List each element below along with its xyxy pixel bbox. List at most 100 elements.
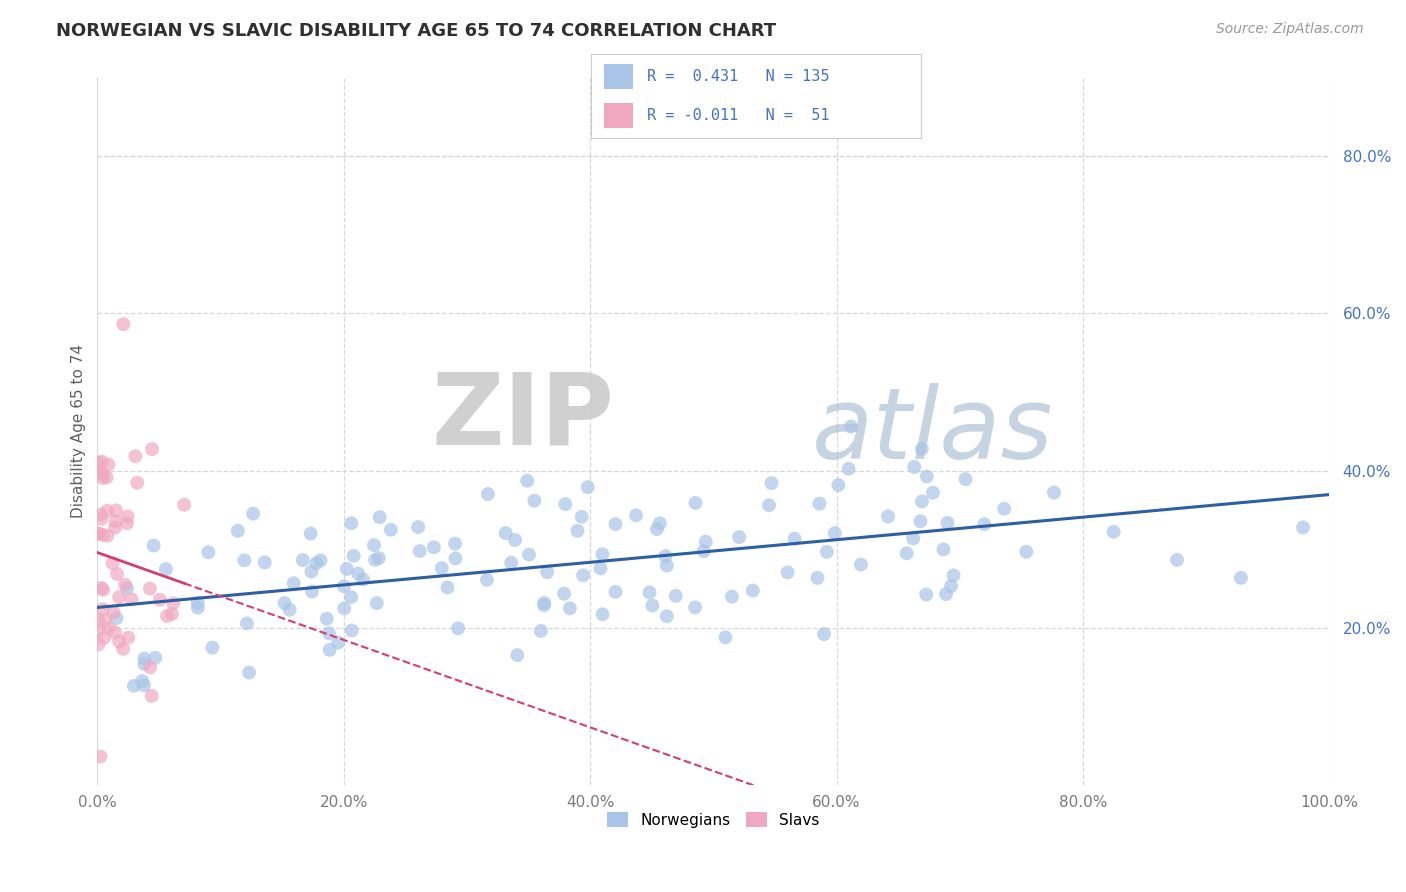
Point — [115, 516, 138, 531]
Point — [695, 534, 717, 549]
Point — [911, 442, 934, 456]
Point — [89, 749, 111, 764]
Point — [741, 583, 763, 598]
Point — [553, 587, 575, 601]
Point — [342, 549, 364, 563]
Point — [939, 579, 962, 593]
Point — [333, 601, 356, 615]
Point — [273, 596, 295, 610]
Point — [87, 613, 110, 627]
Point — [838, 462, 860, 476]
Point — [806, 571, 828, 585]
Point — [877, 509, 900, 524]
Point — [305, 556, 328, 570]
Text: R =  0.431   N = 135: R = 0.431 N = 135 — [647, 69, 830, 84]
Point — [105, 503, 128, 517]
Point — [368, 510, 391, 524]
Point — [896, 546, 918, 560]
Point — [318, 626, 340, 640]
Point — [90, 512, 112, 526]
Point — [96, 470, 118, 484]
Point — [380, 523, 402, 537]
Point — [299, 565, 322, 579]
Point — [242, 507, 264, 521]
Point — [536, 565, 558, 579]
Point — [91, 467, 114, 481]
Point — [903, 460, 925, 475]
Point — [554, 497, 576, 511]
Point — [108, 634, 131, 648]
Point — [430, 561, 453, 575]
Point — [236, 616, 259, 631]
Point — [87, 526, 110, 541]
Point — [142, 539, 165, 553]
Point — [815, 545, 838, 559]
Point — [104, 515, 127, 529]
Y-axis label: Disability Age 65 to 74: Disability Age 65 to 74 — [72, 344, 86, 518]
Point — [571, 509, 593, 524]
Point — [1015, 545, 1038, 559]
Point — [922, 485, 945, 500]
Text: NORWEGIAN VS SLAVIC DISABILITY AGE 65 TO 74 CORRELATION CHART: NORWEGIAN VS SLAVIC DISABILITY AGE 65 TO… — [56, 22, 776, 40]
Point — [127, 475, 149, 490]
Point — [91, 602, 114, 616]
Legend: Norwegians, Slavs: Norwegians, Slavs — [600, 806, 825, 834]
Point — [665, 589, 688, 603]
Text: Source: ZipAtlas.com: Source: ZipAtlas.com — [1216, 22, 1364, 37]
Point — [117, 509, 139, 524]
Point — [328, 635, 350, 649]
Text: R = -0.011   N =  51: R = -0.011 N = 51 — [647, 108, 830, 123]
Point — [97, 621, 120, 635]
Point — [654, 549, 676, 563]
Point — [475, 573, 498, 587]
Point — [156, 609, 179, 624]
Point — [94, 613, 117, 627]
Point — [299, 526, 322, 541]
Point — [233, 553, 256, 567]
Point — [96, 504, 118, 518]
Point — [655, 558, 678, 573]
Point — [911, 494, 934, 508]
Point — [87, 456, 110, 470]
Point — [187, 596, 209, 610]
Text: ZIP: ZIP — [432, 368, 614, 466]
Point — [776, 566, 799, 580]
Point — [824, 526, 846, 541]
Point — [318, 642, 340, 657]
Point — [605, 585, 627, 599]
Point — [162, 596, 184, 610]
Point — [444, 536, 467, 550]
Point — [96, 529, 118, 543]
Point — [124, 449, 146, 463]
Point — [139, 582, 162, 596]
Point — [436, 581, 458, 595]
Point — [683, 600, 706, 615]
Point — [340, 624, 363, 638]
Point — [90, 581, 112, 595]
Point — [340, 590, 363, 604]
Point — [495, 526, 517, 541]
Point — [364, 553, 387, 567]
Point — [942, 568, 965, 582]
Point — [201, 640, 224, 655]
Point — [105, 567, 128, 582]
Point — [90, 454, 112, 468]
Point — [309, 553, 332, 567]
Point — [506, 648, 529, 662]
Point — [352, 573, 374, 587]
Point — [447, 621, 470, 635]
Point — [238, 665, 260, 680]
Point — [93, 631, 115, 645]
Point — [714, 630, 737, 644]
Point — [91, 528, 114, 542]
Point — [761, 476, 783, 491]
Point — [134, 651, 156, 665]
Point — [347, 566, 370, 581]
Point — [849, 558, 872, 572]
Point — [783, 532, 806, 546]
Point — [134, 657, 156, 671]
Point — [291, 553, 314, 567]
Point — [423, 541, 446, 555]
Point — [104, 520, 127, 534]
Point — [197, 545, 219, 559]
